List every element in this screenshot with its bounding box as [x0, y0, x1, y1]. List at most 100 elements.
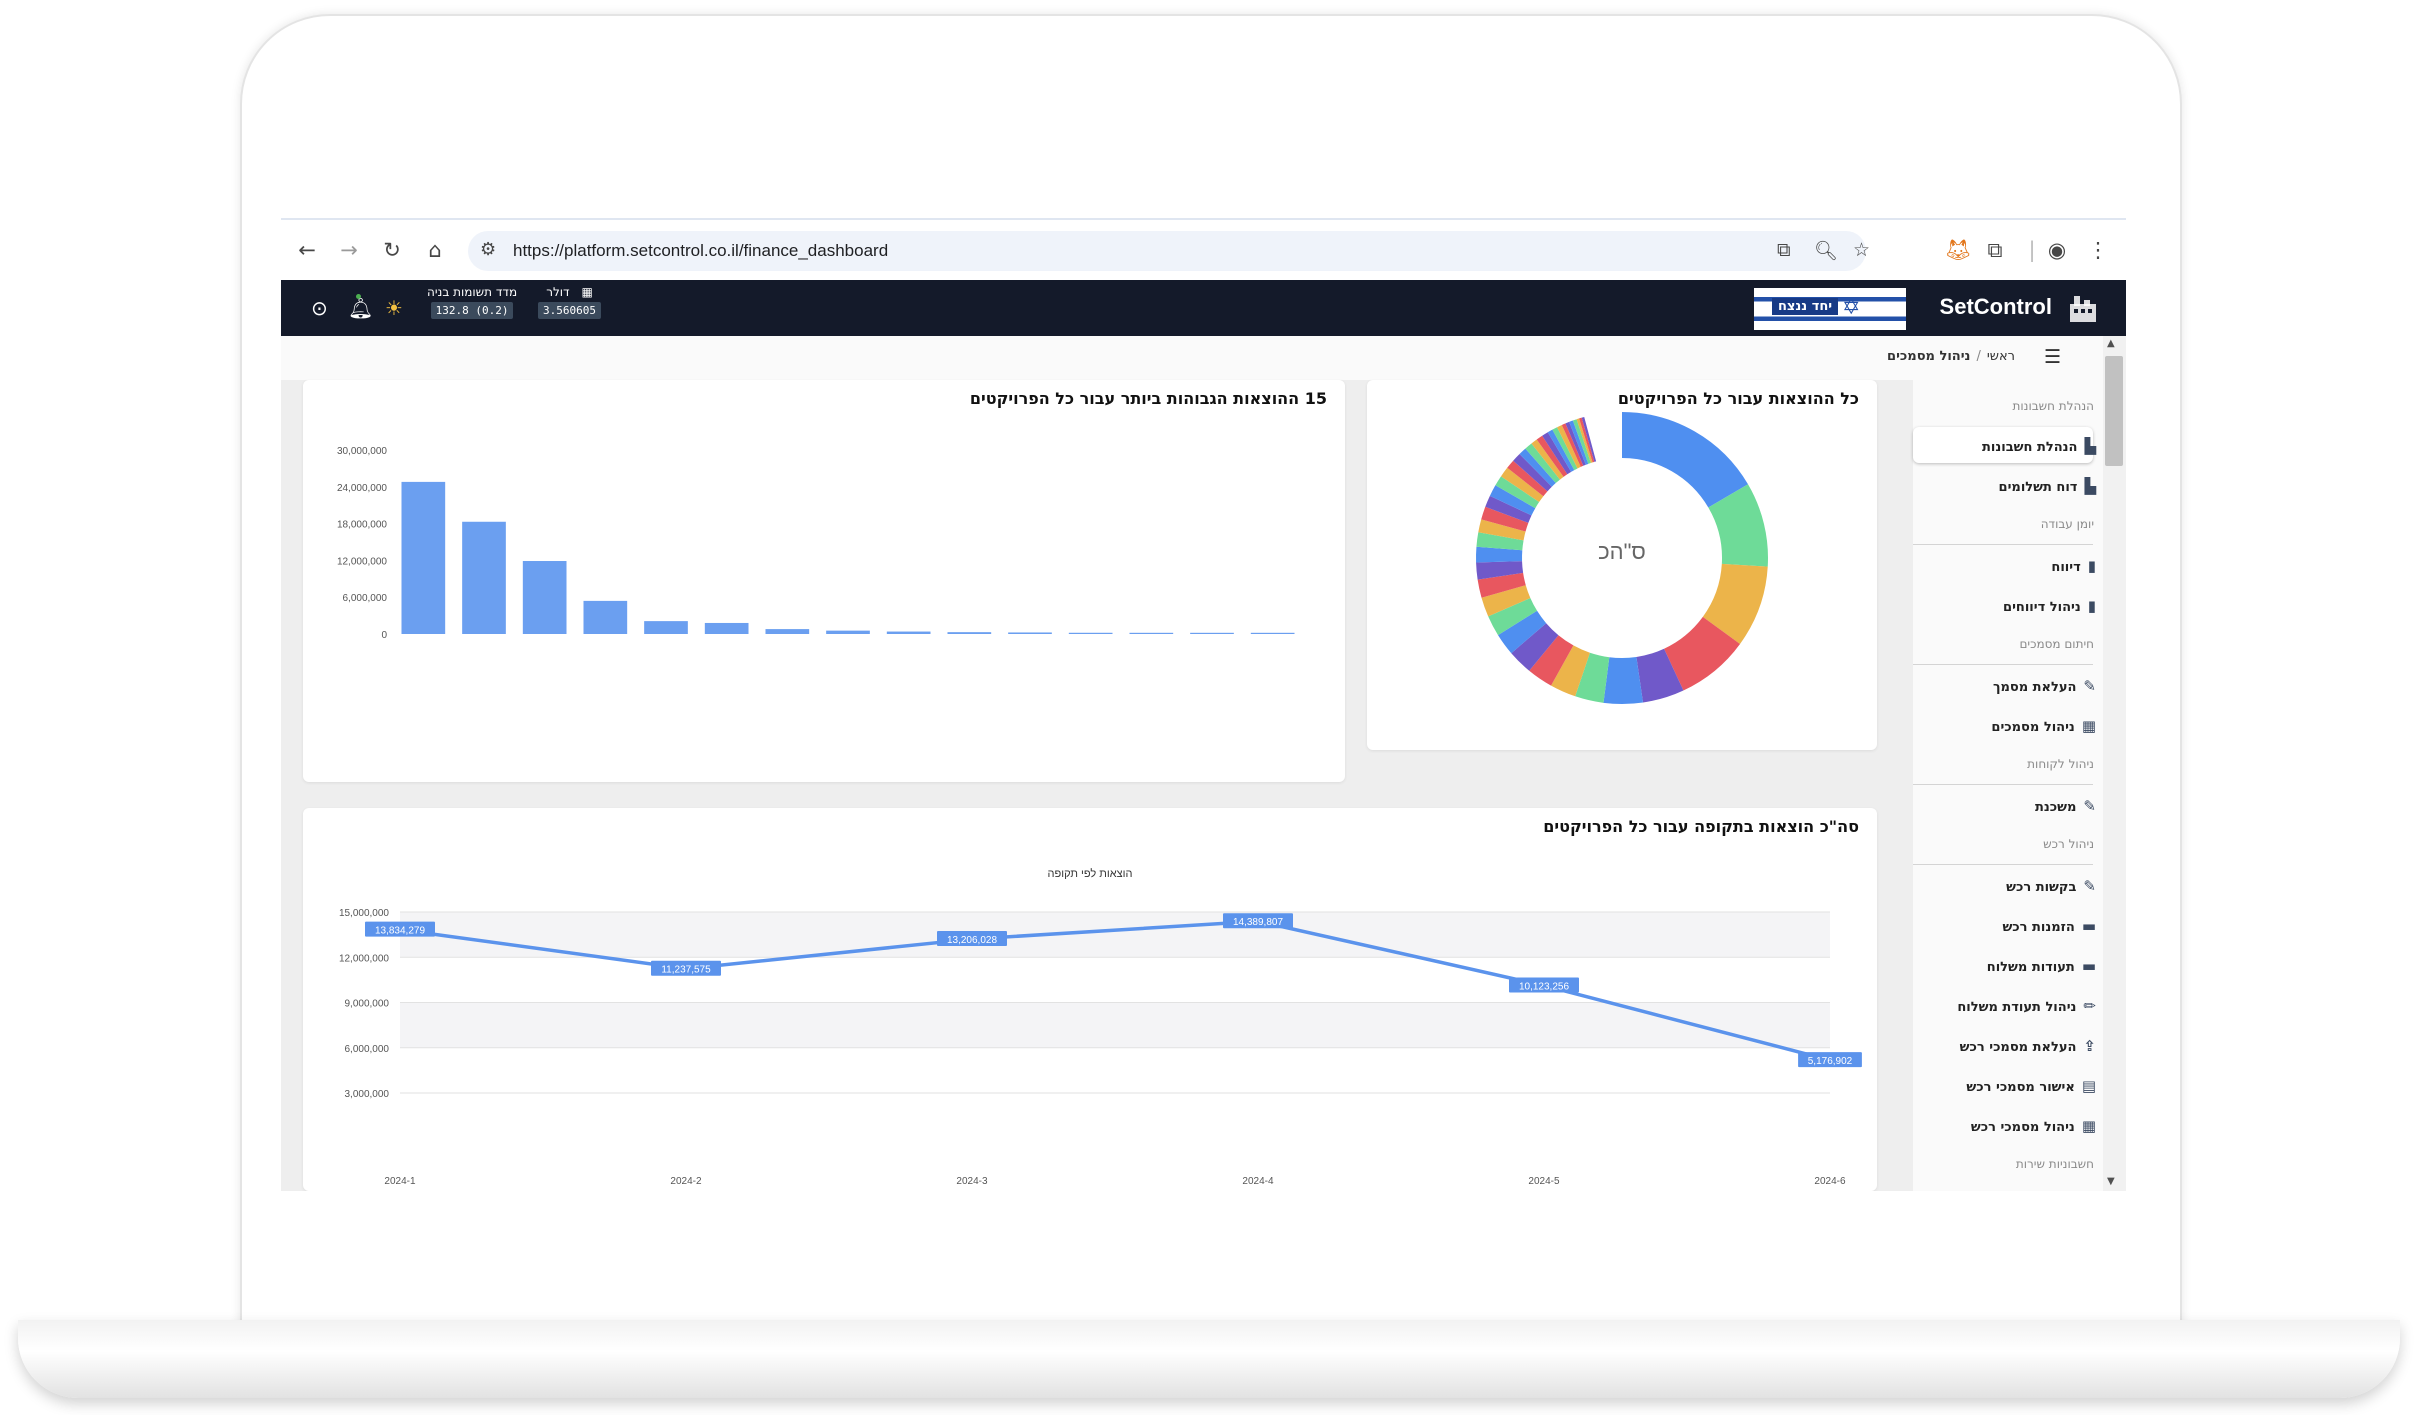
donut-slice-3[interactable] [1702, 563, 1768, 644]
donut-slice-13[interactable] [1481, 584, 1531, 617]
metamask-extension-icon[interactable]: 🦊︎ [1945, 238, 1972, 262]
donut-slice-10[interactable] [1511, 622, 1559, 671]
extensions-icon[interactable]: ⧉ [1987, 238, 2003, 262]
donut-slice-1[interactable] [1621, 412, 1749, 509]
sidebar-item-mortgage[interactable]: ✎משכנת [2035, 797, 2096, 815]
bar-15[interactable] [1250, 632, 1295, 634]
scroll-up-arrow-icon[interactable]: ▲ [2107, 338, 2115, 349]
bar-13[interactable] [1129, 632, 1174, 634]
donut-slice-28[interactable] [1531, 439, 1564, 480]
line-chart: הוצאות לפי תקופה 15,000,000 12,000,000 9,00… [339, 867, 1862, 1187]
url-text[interactable]: https://platform.setcontrol.co.il/financ… [513, 241, 889, 260]
donut-slice-25[interactable] [1513, 453, 1552, 492]
reload-icon[interactable]: ↻ [383, 238, 401, 262]
sidebar-section-accounting: הנהלת חשבונות [2012, 399, 2094, 413]
donut-slice-9[interactable] [1529, 634, 1574, 686]
bar-y-tick-label: 0 [381, 630, 387, 641]
construction-index-widget: מדד תשומות בניה 132.8 (0.2) [427, 285, 517, 319]
sidebar-item-approve-purchase-docs[interactable]: ▤אישור מסמכי רכש [1966, 1077, 2096, 1095]
bar-14[interactable] [1190, 632, 1234, 634]
donut-slice-31[interactable] [1547, 429, 1575, 472]
donut-slice-15[interactable] [1476, 560, 1524, 580]
profile-avatar-icon[interactable]: ◉ [2047, 238, 2067, 262]
donut-slice-30[interactable] [1542, 432, 1572, 475]
address-bar[interactable]: ⚙ https://platform.setcontrol.co.il/fina… [468, 231, 1870, 271]
sidebar-item-upload-document[interactable]: ✎העלאת מסמך [1992, 677, 2096, 695]
forward-icon[interactable]: → [340, 238, 358, 262]
donut-slice-23[interactable] [1500, 467, 1544, 503]
donut-slice-14[interactable] [1477, 572, 1526, 598]
bar-10[interactable] [947, 632, 992, 634]
donut-slice-38[interactable] [1576, 418, 1593, 463]
donut-slice-27[interactable] [1525, 443, 1561, 484]
sidebar-item-report[interactable]: ▮דיווח [2051, 557, 2096, 575]
setcontrol-logo-icon[interactable] [2066, 292, 2100, 326]
donut-slice-32[interactable] [1552, 427, 1578, 471]
bar-6[interactable] [704, 622, 749, 634]
bar-4[interactable] [583, 600, 628, 634]
donut-slice-37[interactable] [1572, 419, 1591, 464]
zoom-icon[interactable]: 🔍︎ [1814, 240, 1839, 262]
bar-9[interactable] [886, 631, 931, 634]
donut-slice-19[interactable] [1481, 506, 1529, 532]
bar-8[interactable] [826, 630, 870, 634]
bar-11[interactable] [1008, 632, 1052, 634]
donut-slice-20[interactable] [1485, 495, 1532, 524]
bar-1[interactable] [401, 481, 446, 634]
donut-slice-40[interactable] [1581, 416, 1597, 462]
back-icon[interactable]: ← [298, 238, 316, 262]
brand-name[interactable]: SetControl [1939, 294, 2052, 319]
donut-slice-21[interactable] [1489, 485, 1536, 516]
home-icon[interactable]: ⌂ [428, 238, 442, 262]
site-settings-icon[interactable]: ⚙ [480, 239, 497, 260]
sidebar-item-purchase-requests[interactable]: ✎בקשות רכש [2006, 877, 2096, 895]
browser-menu-icon[interactable]: ⋮ [2087, 238, 2109, 262]
donut-slice-29[interactable] [1536, 435, 1568, 477]
donut-slice-5[interactable] [1635, 648, 1684, 703]
donut-slice-8[interactable] [1551, 645, 1591, 697]
sidebar-item-manage-reports[interactable]: ▮ניהול דיווחים [2003, 597, 2096, 615]
breadcrumb: ראשי / ניהול מסמכים [1887, 349, 2015, 364]
donut-slice-34[interactable] [1561, 423, 1584, 467]
open-external-icon[interactable]: ⧉ [1777, 239, 1791, 261]
sidebar-item-accounting[interactable]: ▙הנהלת חשבונות [1982, 437, 2096, 455]
sidebar-item-manage-delivery-note[interactable]: ✏ניהול תעודת משלוח [1957, 997, 2096, 1015]
sidebar-item-manage-purchase-docs[interactable]: ▦ניהול מסמכי רכש [1970, 1117, 2096, 1135]
line-series[interactable] [399, 919, 1831, 1062]
donut-slice-2[interactable] [1707, 484, 1768, 567]
bar-12[interactable] [1068, 632, 1113, 634]
scroll-down-arrow-icon[interactable]: ▼ [2107, 1176, 2115, 1187]
sidebar-item-purchase-orders[interactable]: ▬הזמנות רכש [2002, 917, 2096, 935]
bar-7[interactable] [765, 629, 810, 634]
page-scrollbar[interactable] [2103, 336, 2126, 1191]
sidebar-item-payments-report[interactable]: ▙דוח תשלומים [1998, 477, 2096, 495]
donut-slice-7[interactable] [1575, 652, 1610, 703]
donut-slice-22[interactable] [1495, 476, 1540, 509]
donut-slice-26[interactable] [1519, 448, 1556, 487]
donut-slice-33[interactable] [1557, 424, 1581, 469]
user-account-icon[interactable]: ⊙ [311, 296, 328, 320]
donut-slice-12[interactable] [1488, 597, 1538, 636]
donut-slice-6[interactable] [1603, 656, 1644, 704]
pencil-icon: ✏ [2083, 997, 2096, 1015]
donut-slice-24[interactable] [1507, 460, 1548, 497]
bar-5[interactable] [644, 621, 688, 634]
donut-slice-39[interactable] [1579, 417, 1595, 463]
donut-slice-11[interactable] [1498, 610, 1547, 654]
bar-3[interactable] [522, 561, 567, 634]
donut-slice-17[interactable] [1476, 532, 1524, 551]
donut-slice-18[interactable] [1478, 519, 1526, 541]
sidebar-item-delivery-notes[interactable]: ▬תעודות משלוח [1986, 957, 2096, 975]
notification-bell-icon[interactable]: 🔔︎ [348, 296, 374, 320]
theme-toggle-sun-icon[interactable]: ☀ [385, 296, 403, 320]
donut-slice-36[interactable] [1569, 420, 1589, 465]
sidebar-item-manage-documents[interactable]: ▦ניהול מסמכים [1991, 717, 2096, 735]
donut-slice-35[interactable] [1565, 421, 1586, 466]
donut-slice-4[interactable] [1663, 616, 1741, 691]
bookmark-star-icon[interactable]: ☆ [1853, 239, 1871, 261]
scrollbar-thumb[interactable] [2105, 356, 2123, 466]
bar-2[interactable] [462, 521, 506, 634]
breadcrumb-home[interactable]: ראשי [1986, 349, 2015, 364]
hamburger-menu-icon[interactable]: ☰ [2043, 346, 2061, 368]
sidebar-item-upload-purchase-docs[interactable]: ⇪העלאת מסמכי רכש [1959, 1037, 2096, 1055]
